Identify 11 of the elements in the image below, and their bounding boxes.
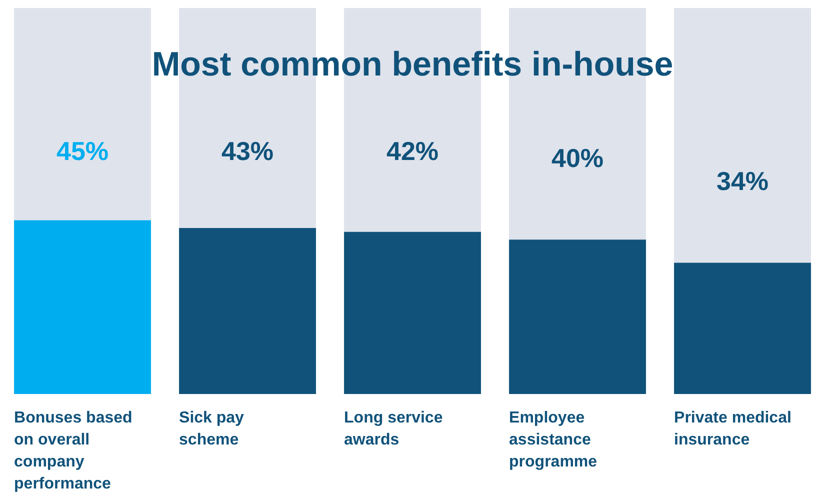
x-tick-label: Sick pay scheme xyxy=(179,409,244,448)
data-label: 45% xyxy=(56,136,109,166)
x-tick-label: Long service awards xyxy=(344,409,443,448)
text: Most common benefits in-house xyxy=(152,45,674,84)
data-label: 43% xyxy=(221,136,274,166)
data-label: 40% xyxy=(551,142,604,173)
x-tick-label: Bonuses based on overall company performance xyxy=(14,409,132,492)
x-tick-label: Private medical insurance xyxy=(674,409,792,448)
data-label: 34% xyxy=(716,166,769,196)
x-tick-label: Employee assistance programme xyxy=(509,409,598,470)
data-label: 42% xyxy=(386,136,439,166)
